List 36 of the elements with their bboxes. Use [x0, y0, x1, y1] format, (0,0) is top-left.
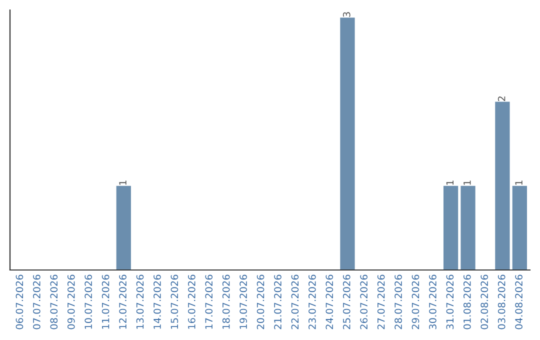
x-tick-label: 13.07.2026 — [136, 274, 144, 329]
x-tick-label: 01.08.2026 — [463, 274, 471, 330]
x-tick-label: 31.07.2026 — [446, 274, 454, 330]
x-tick-label: 12.07.2026 — [119, 274, 126, 329]
x-tick-label: 30.07.2026 — [429, 274, 436, 330]
x-tick-label: 03.08.2026 — [498, 274, 506, 330]
x-tick-label: 27.07.2026 — [377, 274, 385, 330]
x-tick-label: 15.07.2026 — [170, 274, 178, 329]
x-tick-label: 16.07.2026 — [188, 274, 196, 329]
x-tick-label: 18.07.2026 — [222, 274, 230, 329]
x-tick-label: 22.07.2026 — [291, 274, 299, 330]
data-label: 1 — [464, 180, 471, 185]
x-tick-label: 26.07.2026 — [360, 274, 368, 330]
x-tick-label: 21.07.2026 — [274, 274, 282, 330]
data-label: 1 — [446, 180, 454, 185]
x-tick-label: 19.07.2026 — [240, 274, 247, 329]
data-label: 1 — [515, 180, 522, 185]
x-tick-label: 14.07.2026 — [154, 274, 161, 329]
data-label: 1 — [119, 180, 126, 185]
x-tick-label: 20.07.2026 — [256, 274, 264, 330]
x-tick-label: 09.07.2026 — [67, 274, 75, 330]
x-tick-label: 10.07.2026 — [84, 274, 92, 329]
x-tick-label: 28.07.2026 — [394, 274, 402, 330]
x-tick-label: 02.08.2026 — [480, 274, 488, 330]
x-tick-label: 07.07.2026 — [33, 274, 40, 330]
x-tick-label: 11.07.2026 — [102, 274, 110, 329]
x-tick-label: 04.08.2026 — [515, 274, 522, 330]
x-tick-label: 23.07.2026 — [308, 274, 316, 330]
data-label: 2 — [498, 96, 506, 102]
x-tick-label: 06.07.2026 — [16, 274, 24, 330]
x-tick-label: 08.07.2026 — [50, 274, 58, 330]
x-tick-label: 24.07.2026 — [326, 274, 334, 330]
x-tick-label: 29.07.2026 — [412, 274, 420, 330]
data-label: 3 — [342, 12, 350, 17]
x-tick-label: 17.07.2026 — [205, 274, 213, 329]
x-tick-label: 25.07.2026 — [342, 274, 350, 330]
